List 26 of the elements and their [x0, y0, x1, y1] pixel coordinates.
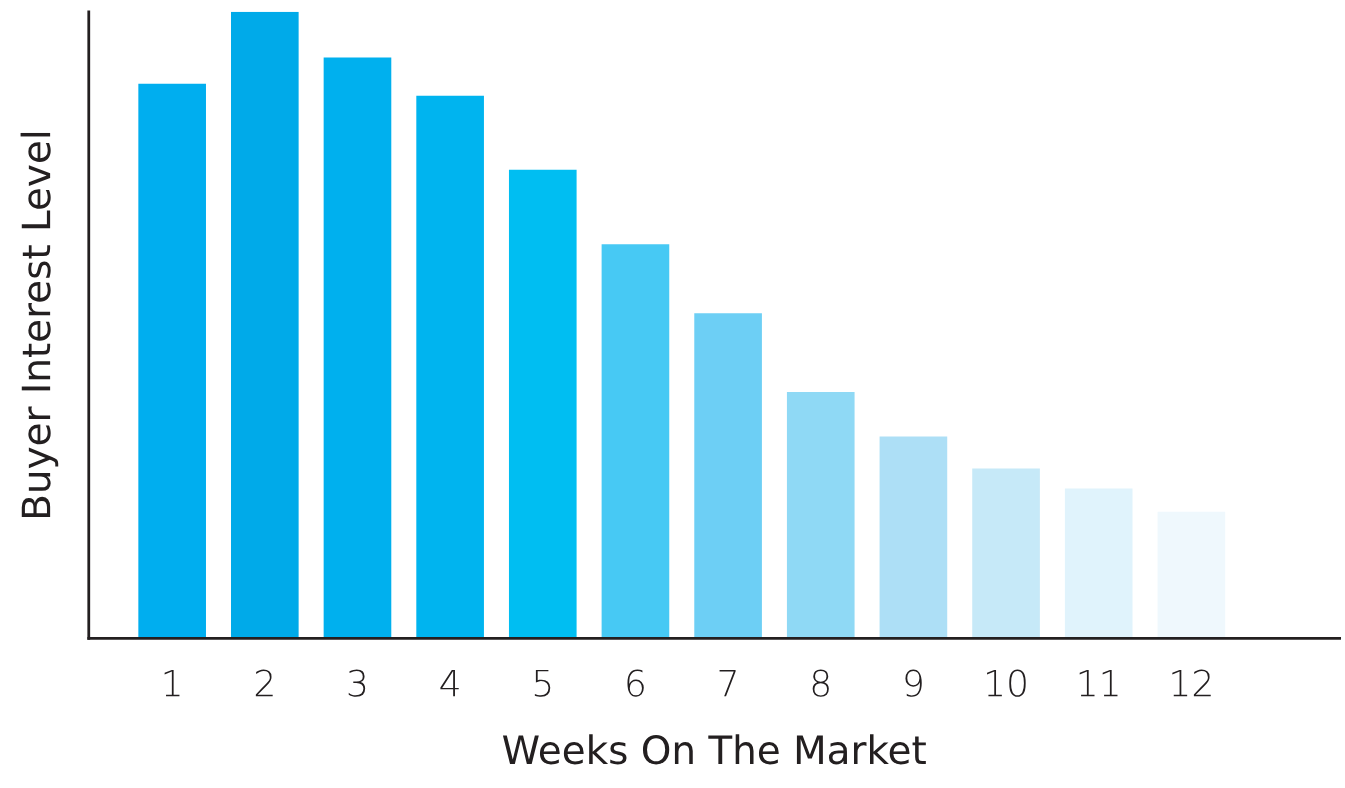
x-tick-label: 1 — [164, 669, 180, 697]
bar — [416, 95, 484, 639]
x-tick-label: 9 — [905, 669, 922, 697]
x-tick-label: 8 — [812, 669, 829, 697]
x-tick-label: 3 — [348, 669, 366, 697]
x-tick-label: 4 — [440, 669, 459, 697]
bar — [694, 313, 762, 639]
bar — [231, 11, 299, 639]
bar — [138, 83, 206, 639]
bar — [1157, 511, 1226, 639]
x-tick-label: 6 — [627, 669, 644, 697]
x-tick-label: 10 — [987, 669, 1026, 697]
y-axis-title: Buyer Interest Level — [20, 132, 59, 517]
bar — [323, 57, 392, 639]
x-tick-label: 5 — [534, 669, 551, 697]
x-tick-label: 11 — [1079, 669, 1118, 697]
bar — [879, 436, 948, 639]
x-axis-title: Weeks On The Market — [502, 734, 926, 765]
bar — [786, 392, 855, 639]
x-tick-label: 12 — [1172, 669, 1211, 697]
bar — [508, 169, 577, 639]
bar — [972, 468, 1040, 639]
x-tick-label: 7 — [719, 669, 736, 697]
bar — [601, 244, 670, 639]
x-tick-label: 2 — [255, 669, 273, 697]
bar — [1064, 488, 1133, 639]
